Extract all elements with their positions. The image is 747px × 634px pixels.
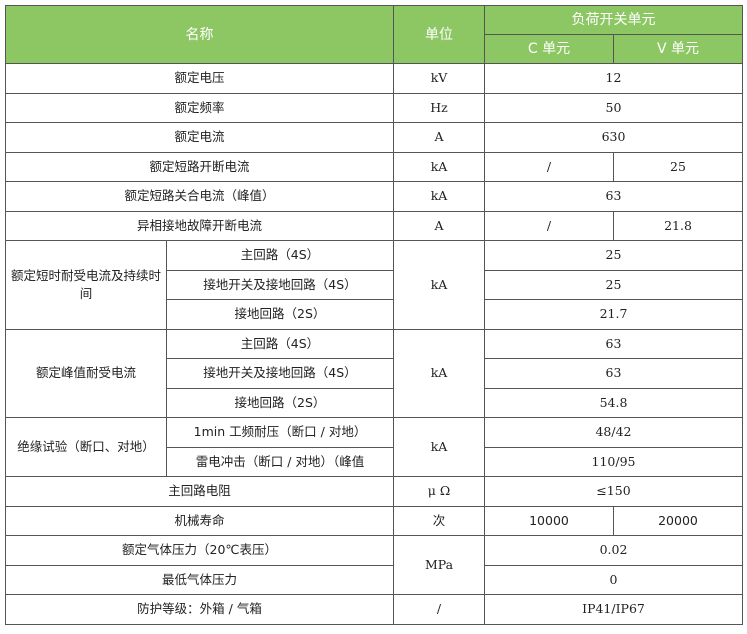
row-value: 630 (484, 122, 743, 153)
table-row: 额定电流 A 630 (5, 122, 743, 153)
row-unit: kV (393, 63, 485, 94)
row-unit: kA (393, 417, 485, 477)
row-subname: 接地回路（2S） (166, 299, 394, 330)
row-unit: 次 (393, 505, 485, 536)
table-row: 绝缘试验（断口、对地） 1min 工频耐压（断口 / 对地） kA 48/42 (5, 417, 743, 477)
table-row: 防护等级：外箱 / 气箱 / IP41/IP67 (5, 594, 743, 625)
row-value: 63 (484, 181, 743, 212)
row-value: 50 (484, 92, 743, 123)
spec-table: 名称 单位 负荷开关单元 C 单元 V 单元 额定电压 kV 12 额定频率 Hz 50… (5, 5, 743, 625)
table-row: 额定频率 Hz 50 (5, 92, 743, 123)
header-group: 负荷开关单元 (484, 5, 743, 35)
row-value: 110/95 (484, 446, 743, 477)
row-value: 63 (484, 328, 743, 359)
row-value: IP41/IP67 (484, 594, 743, 625)
row-v-value: 25 (613, 151, 743, 182)
header-v-unit: V 单元 (613, 34, 743, 64)
row-value: 25 (484, 240, 743, 271)
row-unit: kA (393, 240, 485, 330)
table-row: 额定短时耐受电流及持续时间 主回路（4S） kA 25 (5, 240, 743, 330)
header-c-unit: C 单元 (484, 34, 614, 64)
table-row: 机械寿命次 10000 20000 (5, 505, 743, 536)
row-name: 防护等级：外箱 / 气箱 (5, 594, 394, 625)
table-row: 额定短路关合电流（峰值） kA 63 (5, 181, 743, 212)
row-unit: μ Ω (393, 476, 485, 507)
group-name: 额定峰值耐受电流 (5, 328, 167, 418)
table-row: 最低气体压力 0 (5, 564, 743, 595)
row-name: 主回路电阻 (5, 476, 394, 507)
row-unit: kA (393, 181, 485, 212)
row-c-value: 10000 (484, 505, 614, 536)
table-row: 额定电压 kV 12 (5, 63, 743, 94)
group-name: 绝缘试验（断口、对地） (5, 417, 167, 477)
row-unit: / (393, 594, 485, 625)
row-name: 异相接地故障开断电流 (5, 210, 394, 241)
table-row: 雷电冲击（断口 / 对地）（峰值 110/95 (6, 446, 743, 477)
row-value: 21.7 (484, 299, 743, 330)
row-value: 54.8 (484, 387, 743, 418)
row-subname: 接地开关及接地回路（4S） (166, 269, 394, 300)
table-row: 接地开关及接地回路（4S） 63 (6, 358, 743, 389)
row-value: 0 (484, 564, 743, 595)
row-v-value: 20000 (613, 505, 743, 536)
table-row: 主回路电阻 μ Ω ≤150 (5, 476, 743, 507)
row-name: 额定电流 (5, 122, 394, 153)
row-value: 63 (484, 358, 743, 389)
row-unit: Hz (393, 92, 485, 123)
header-name: 名称 (5, 5, 394, 64)
row-c-value: / (484, 151, 614, 182)
row-name: 额定短路开断电流 (5, 151, 394, 182)
row-value: ≤150 (484, 476, 743, 507)
row-name: 额定电压 (5, 63, 394, 94)
header-unit: 单位 (393, 5, 485, 64)
table-row: 额定峰值耐受电流 主回路（4S） kA 63 (5, 328, 743, 418)
row-subname: 雷电冲击（断口 / 对地）（峰值 (166, 446, 394, 477)
row-subname: 主回路（4S） (166, 240, 394, 271)
table-row: 额定气体压力（20℃表压） MPa 0.02 (5, 535, 743, 595)
row-value: 48/42 (484, 417, 743, 448)
row-c-value: / (484, 210, 614, 241)
row-value: 25 (484, 269, 743, 300)
row-value: 12 (484, 63, 743, 94)
row-name: 最低气体压力 (5, 564, 394, 595)
row-unit: A (393, 210, 485, 241)
row-unit: kA (393, 328, 485, 418)
table-row: 异相接地故障开断电流 A/21.8 (5, 210, 743, 241)
row-unit: A (393, 122, 485, 153)
row-unit: MPa (393, 535, 485, 595)
table-row: 接地开关及接地回路（4S） 25 (6, 269, 743, 300)
table-row: 接地回路（2S） 21.7 (6, 299, 743, 330)
row-name: 机械寿命 (5, 505, 394, 536)
row-subname: 接地回路（2S） (166, 387, 394, 418)
row-name: 额定短路关合电流（峰值） (5, 181, 394, 212)
row-subname: 接地开关及接地回路（4S） (166, 358, 394, 389)
group-name: 额定短时耐受电流及持续时间 (5, 240, 167, 330)
row-value: 0.02 (484, 535, 743, 566)
row-subname: 1min 工频耐压（断口 / 对地） (166, 417, 394, 448)
table-row: 额定短路开断电流 kA/25 (5, 151, 743, 182)
row-name: 额定气体压力（20℃表压） (5, 535, 394, 566)
table-row: 接地回路（2S） 54.8 (6, 387, 743, 418)
row-unit: kA (393, 151, 485, 182)
row-subname: 主回路（4S） (166, 328, 394, 359)
row-name: 额定频率 (5, 92, 394, 123)
row-v-value: 21.8 (613, 210, 743, 241)
